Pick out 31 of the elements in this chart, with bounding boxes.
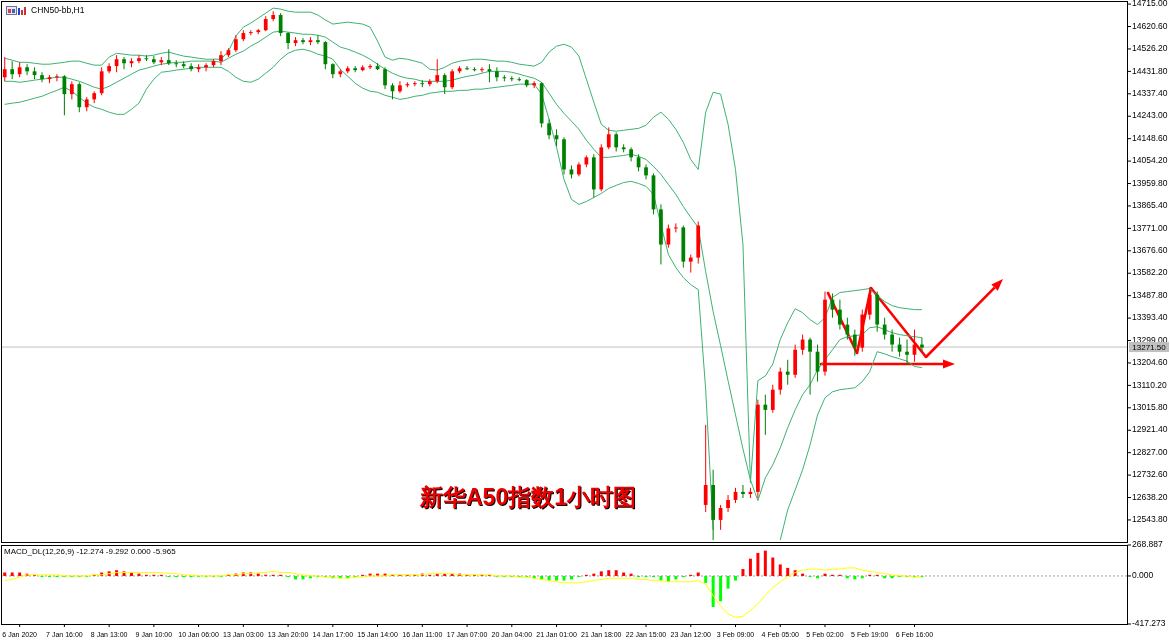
y-tick-label: 14243.00 xyxy=(1132,110,1168,121)
y-tick-label: 13865.40 xyxy=(1132,200,1168,211)
y-tick-label: 14054.20 xyxy=(1132,155,1168,166)
y-tick-label: 13487.80 xyxy=(1132,289,1168,300)
y-tick-label: 268.887 xyxy=(1132,539,1163,550)
y-tick-label: 12638.20 xyxy=(1132,491,1168,502)
y-tick-label: 12543.80 xyxy=(1132,514,1168,525)
y-tick-label: 12921.40 xyxy=(1132,424,1168,435)
y-tick-label: 12732.60 xyxy=(1132,469,1168,480)
y-tick-label: 13582.20 xyxy=(1132,267,1168,278)
y-tick-label: 0.000 xyxy=(1132,570,1154,581)
y-tick-label: 13110.20 xyxy=(1132,379,1168,390)
y-tick-label: 12827.00 xyxy=(1132,446,1168,457)
chart-title: MACD_DL(12,26,9) -12.274 -9.292 0.000 -5.965 xyxy=(4,547,177,556)
y-tick-label: 13676.60 xyxy=(1132,245,1168,256)
y-tick-label: 13393.40 xyxy=(1132,312,1168,323)
ref-line-label: 13271.50 xyxy=(1132,342,1167,352)
y-tick-label: 14148.60 xyxy=(1132,132,1168,143)
y-tick-label: 14715.00 xyxy=(1132,0,1168,9)
y-tick-label: 14337.40 xyxy=(1132,88,1168,99)
y-tick-label: 13015.80 xyxy=(1132,402,1168,413)
text: 新华A50指数1小时图 xyxy=(419,484,636,510)
y-tick-label: 13771.00 xyxy=(1132,222,1168,233)
y-tick-label: -417.273 xyxy=(1132,618,1166,629)
y-tick-label: 13299.00 xyxy=(1132,334,1168,345)
y-tick-label: 14431.80 xyxy=(1132,65,1168,76)
y-tick-label: 14620.60 xyxy=(1132,20,1168,31)
y-tick-label: 14526.20 xyxy=(1132,43,1168,54)
text: CHN50-bb,H1 xyxy=(31,5,85,15)
y-tick-label: 13204.60 xyxy=(1132,357,1168,368)
y-tick-label: 13959.80 xyxy=(1132,177,1168,188)
